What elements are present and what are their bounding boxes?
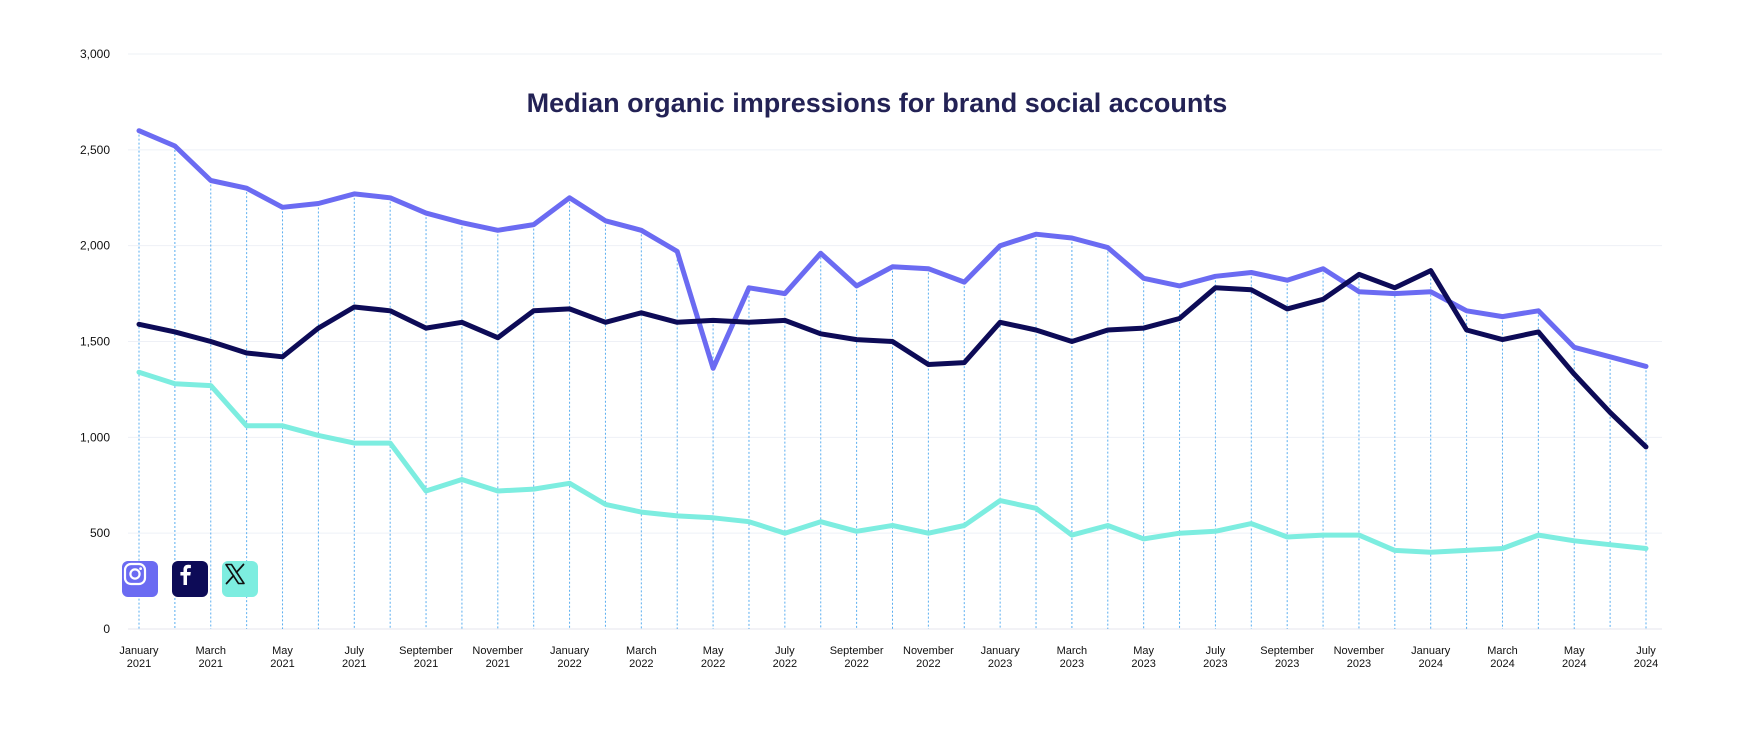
x-tick-label-month: March [626,645,657,657]
x-tick-label-month: July [775,645,795,657]
series-line-facebook [136,268,1649,450]
series-line-x [136,369,1649,555]
instagram-icon [122,561,158,597]
x-tick-label-month: March [195,645,226,657]
x-tick-label-month: May [272,645,293,657]
x-tick-label-year: 2021 [199,658,223,670]
x-tick-label-month: July [1636,645,1656,657]
x-tick-label-month: July [1206,645,1226,657]
x-tick-label-month: May [1564,645,1585,657]
x-tick-label-year: 2022 [844,658,868,670]
x-tick-label-month: July [345,645,365,657]
x-tick-label-year: 2021 [127,658,151,670]
x-tick-label-month: November [472,645,523,657]
series-line-instagram [136,128,1649,371]
y-tick-label: 1,500 [80,335,110,349]
x-tick-label-month: September [399,645,453,657]
x-tick-label-month: January [550,645,590,657]
x-tick-label-year: 2024 [1418,658,1442,670]
x-tick-label-month: November [1334,645,1385,657]
x-tick-label-month: January [981,645,1021,657]
x-tick-label-month: January [119,645,159,657]
x-tick-label-year: 2022 [629,658,653,670]
x-tick-label-month: May [703,645,724,657]
y-tick-label: 3,000 [80,47,110,61]
x-tick-label-year: 2023 [1347,658,1371,670]
x-tick-label-year: 2022 [557,658,581,670]
x-tick-label-year: 2021 [414,658,438,670]
x-tick-label-year: 2024 [1634,658,1658,670]
x-tick-label-year: 2024 [1490,658,1514,670]
x-tick-label-year: 2022 [701,658,725,670]
facebook-icon [172,561,208,597]
x-tick-label-month: January [1411,645,1451,657]
x-tick-label-year: 2021 [270,658,294,670]
x-tick-label-year: 2023 [1275,658,1299,670]
x-tick-label-month: March [1487,645,1518,657]
x-tick-label-year: 2021 [342,658,366,670]
y-tick-label: 1,000 [80,430,110,444]
y-tick-label: 2,500 [80,143,110,157]
x-tick-label-month: March [1057,645,1088,657]
x-tick-label-month: September [1260,645,1314,657]
x-tick-label-month: November [903,645,954,657]
x-tick-label-month: May [1133,645,1154,657]
y-tick-label: 0 [103,622,110,636]
y-tick-label: 2,000 [80,239,110,253]
x-tick-label-year: 2024 [1562,658,1586,670]
x-tick-label-month: September [830,645,884,657]
x-tick-label-year: 2023 [1203,658,1227,670]
x-tick-label-year: 2022 [916,658,940,670]
x-tick-label-year: 2022 [773,658,797,670]
x-tick-label-year: 2023 [1131,658,1155,670]
x-tick-label-year: 2023 [1060,658,1084,670]
y-tick-label: 500 [90,526,110,540]
x-tick-label-year: 2023 [988,658,1012,670]
x-tick-label-year: 2021 [486,658,510,670]
x-icon [222,561,258,597]
chart-title: Median organic impressions for brand soc… [527,88,1228,118]
